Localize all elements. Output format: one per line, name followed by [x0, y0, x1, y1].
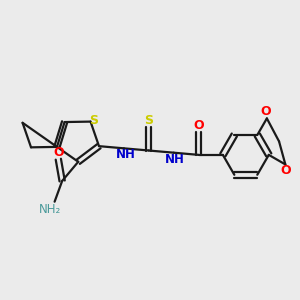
Text: S: S	[144, 114, 153, 127]
Text: NH: NH	[116, 148, 135, 161]
Text: O: O	[53, 146, 64, 159]
Text: O: O	[280, 164, 291, 177]
Text: O: O	[194, 119, 204, 132]
Text: NH₂: NH₂	[39, 202, 61, 216]
Text: S: S	[89, 114, 98, 127]
Text: NH: NH	[165, 153, 185, 166]
Text: O: O	[260, 105, 271, 119]
